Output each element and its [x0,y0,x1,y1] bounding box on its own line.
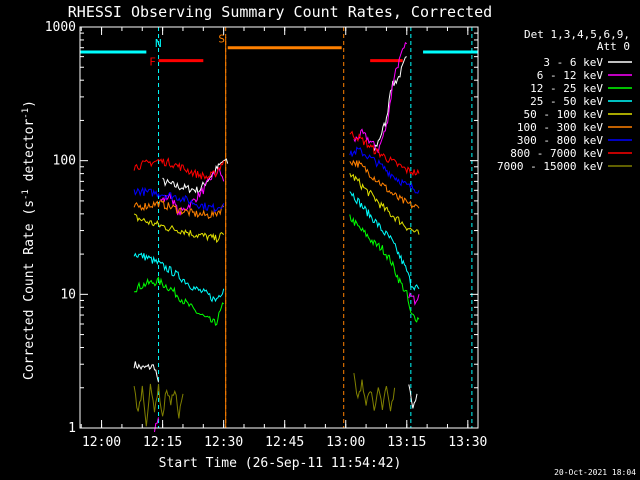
legend-header: Det 1,3,4,5,6,9, [524,28,630,41]
x-tick-label: 12:00 [82,435,121,450]
plot-frame [79,26,479,429]
y-tick-label: 10 [60,287,76,302]
x-tick-label: 13:30 [448,435,487,450]
series-line [408,384,418,409]
legend-label: 50 - 100 keV [524,108,604,121]
legend-label: 7000 - 15000 keV [497,160,603,173]
y-tick-label: 1000 [45,20,76,35]
legend-label: 25 - 50 keV [530,95,603,108]
legend-label: 100 - 300 keV [517,121,603,134]
legend-label: 3 - 6 keV [543,56,603,69]
series-line [353,42,408,153]
y-axis-label: Corrected Count Rate (s-1 detector-1) [21,100,37,380]
series-line [408,292,420,306]
series-line [133,186,225,213]
series-line [353,373,396,412]
series-line [349,130,420,177]
series-line [349,146,420,194]
y-axis: 1 10 100 1000 [45,20,478,436]
series-line [349,159,420,210]
series-line [349,191,420,291]
series-line [133,276,224,326]
x-tick-label: 12:30 [204,435,243,450]
series-layer [133,42,420,433]
legend-label: 300 - 800 keV [517,134,603,147]
series-line [133,157,225,180]
legend-label: 12 - 25 keV [530,82,603,95]
series-line [133,383,184,427]
chart-title: RHESSI Observing Summary Count Rates, Co… [68,3,492,21]
x-tick-label: 12:15 [143,435,182,450]
timestamp: 20-Oct-2021 18:04 [554,468,636,477]
flare-label: F [149,56,156,69]
legend-label: 800 - 7000 keV [510,147,603,160]
series-line [133,252,225,303]
series-line [133,361,159,383]
x-tick-label: 13:00 [326,435,365,450]
series-line [349,214,420,323]
y-tick-label: 100 [53,154,76,169]
legend-label: 6 - 12 keV [537,69,604,82]
legend-header: Att 0 [597,40,630,53]
series-line [162,158,229,196]
series-line [349,173,420,235]
annotation-layer: NFS [80,27,478,428]
saa-label: S [218,33,225,46]
x-axis: 12:00 12:15 12:30 12:45 13:00 13:15 13:30 [80,27,487,450]
x-tick-label: 12:45 [265,435,304,450]
y-tick-label: 1 [68,421,76,436]
series-line [133,200,225,220]
x-tick-label: 13:15 [387,435,426,450]
x-axis-label: Start Time (26-Sep-11 11:54:42) [159,456,402,471]
series-line [133,213,225,244]
series-line [373,56,407,152]
